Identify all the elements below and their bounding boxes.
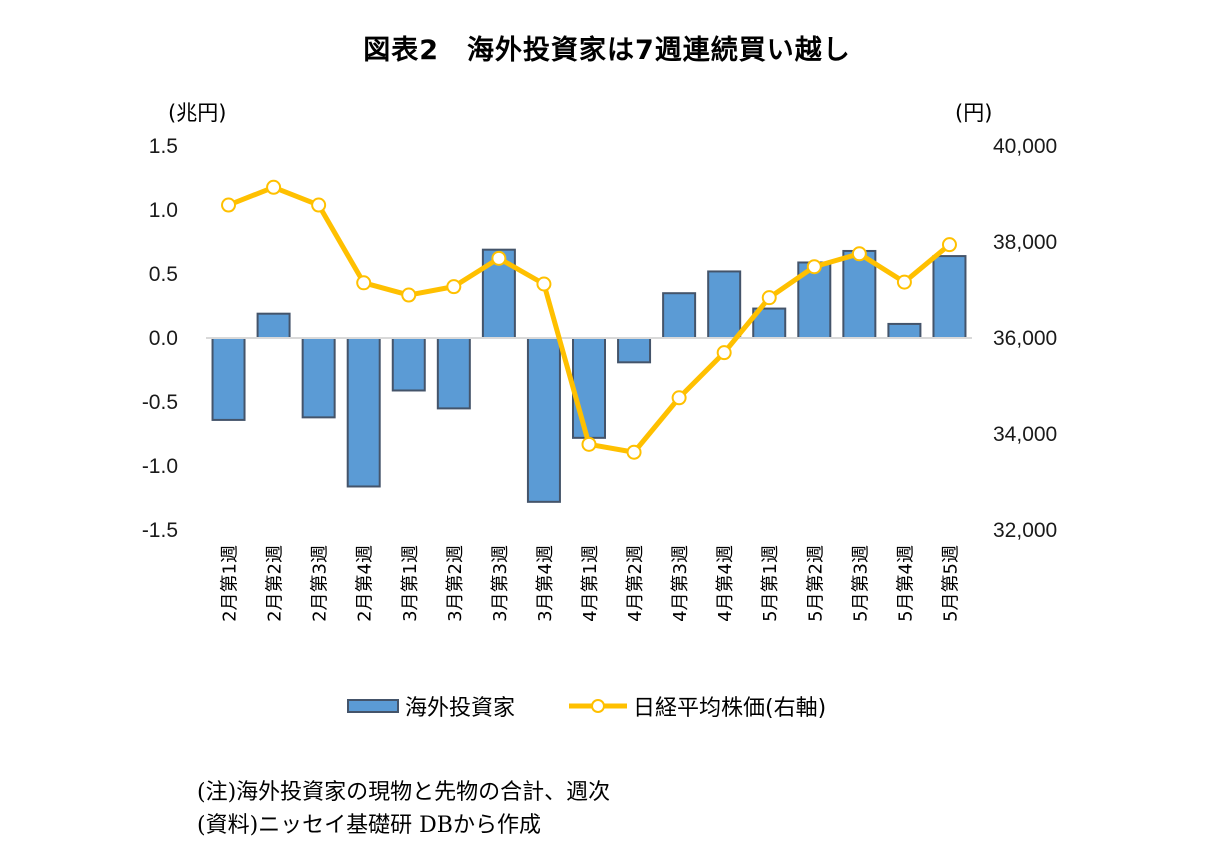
- bar: [707, 270, 742, 339]
- bar: [572, 337, 606, 439]
- source-line: (資料)ニッセイ基礎研 DBから作成: [197, 813, 541, 838]
- line-marker: [536, 276, 552, 292]
- legend: 海外投資家 日経平均株価(右軸): [347, 690, 878, 722]
- left-tick-label: 1.0: [149, 199, 178, 222]
- right-tick-label: 34,000: [993, 423, 1057, 446]
- category-label: 4月第1週: [580, 545, 601, 622]
- line-marker: [716, 345, 732, 361]
- right-tick-label: 36,000: [993, 327, 1057, 350]
- left-tick-label: -0.5: [142, 391, 178, 414]
- line-marker: [491, 250, 507, 266]
- category-labels: 2月第1週 2月第2週 2月第3週 2月第4週 3月第1週 3月第2週 3月第3週 3月第4週…: [220, 545, 962, 622]
- category-label: 2月第2週: [265, 545, 286, 622]
- category-label: 4月第2週: [625, 545, 646, 622]
- line-marker: [896, 274, 912, 290]
- category-label: 4月第4週: [715, 545, 736, 622]
- category-label: 5月第1週: [760, 545, 781, 622]
- bar: [391, 337, 426, 392]
- legend-line-label: 日経平均株価(右軸): [633, 696, 827, 721]
- bar: [346, 337, 381, 488]
- line-marker: [761, 290, 777, 306]
- right-axis-unit: (円): [955, 101, 993, 125]
- category-label: 5月第4週: [895, 545, 916, 622]
- right-tick-label: 38,000: [993, 231, 1057, 254]
- line-marker: [851, 246, 867, 262]
- category-label: 3月第1週: [400, 545, 421, 622]
- line-marker: [671, 390, 687, 406]
- legend-bar-label: 海外投資家: [405, 696, 516, 721]
- right-tick-label: 32,000: [993, 519, 1057, 542]
- chart-title: 図表2 海外投資家は7週連続買い越し: [363, 35, 851, 66]
- line-marker: [401, 287, 417, 303]
- line-marker: [311, 197, 327, 213]
- bar: [436, 337, 471, 410]
- line-marker: [626, 444, 642, 460]
- bar: [842, 249, 877, 340]
- line-marker: [806, 259, 822, 275]
- category-label: 3月第3週: [490, 545, 511, 622]
- left-tick-label: 1.5: [149, 135, 178, 158]
- line-marker: [446, 279, 462, 295]
- bar-series: [211, 248, 967, 503]
- left-tick-label: 0.0: [149, 327, 178, 350]
- bar: [932, 255, 967, 339]
- right-axis-ticks: 40,000 38,000 36,000 34,000 32,000: [993, 135, 1057, 542]
- note-line: (注)海外投資家の現物と先物の合計、週次: [197, 780, 611, 805]
- legend-item-bar: 海外投資家: [347, 690, 515, 722]
- line-series: [221, 179, 957, 460]
- bar: [526, 337, 561, 503]
- left-axis-ticks: 1.5 1.0 0.5 0.0 -0.5 -1.0 -1.5: [142, 135, 178, 542]
- category-label: 4月第3週: [670, 545, 691, 622]
- category-label: 2月第3週: [310, 545, 331, 622]
- bar: [617, 337, 652, 364]
- notes: (注)海外投資家の現物と先物の合計、週次 (資料)ニッセイ基礎研 DBから作成: [197, 776, 610, 842]
- category-label: 5月第3週: [850, 545, 871, 622]
- left-tick-label: -1.5: [142, 519, 178, 542]
- legend-line-swatch: [569, 699, 628, 713]
- category-label: 3月第4週: [535, 545, 556, 622]
- line-marker: [941, 237, 957, 253]
- category-label: 2月第1週: [220, 545, 241, 622]
- bar: [211, 337, 246, 421]
- line-marker: [221, 197, 237, 213]
- left-axis-unit: (兆円): [168, 101, 227, 125]
- legend-bar-swatch: [347, 699, 399, 713]
- line-marker: [581, 436, 597, 452]
- left-tick-label: 0.5: [149, 263, 178, 286]
- bar: [301, 337, 336, 419]
- line-marker: [356, 275, 372, 291]
- category-label: 5月第5週: [940, 545, 961, 622]
- bar: [256, 312, 291, 339]
- right-tick-label: 40,000: [993, 135, 1057, 158]
- bar: [662, 292, 697, 340]
- legend-item-line: 日経平均株価(右軸): [567, 690, 826, 722]
- category-label: 3月第2週: [445, 545, 466, 622]
- left-tick-label: -1.0: [142, 455, 178, 478]
- category-label: 2月第4週: [355, 545, 376, 622]
- line-marker: [266, 179, 282, 195]
- bar: [887, 322, 922, 340]
- chart-plot: 1.5 1.0 0.5 0.0 -0.5 -1.0 -1.5 40,000 38,000 36,…: [142, 135, 1057, 622]
- category-label: 5月第2週: [805, 545, 826, 622]
